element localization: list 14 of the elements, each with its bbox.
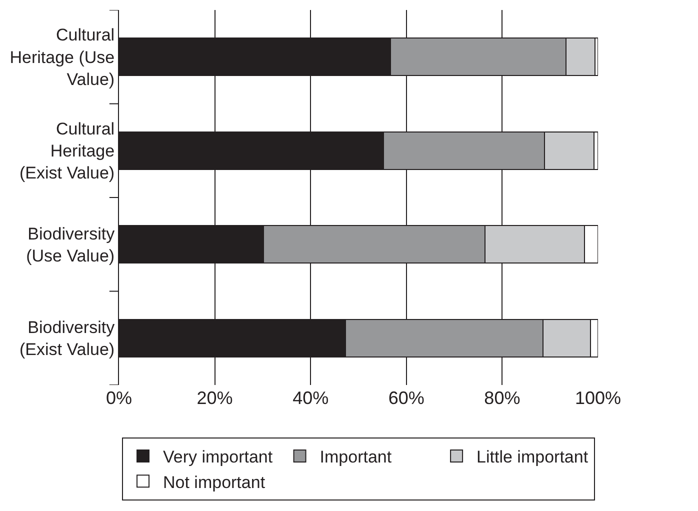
y-tick-label: Cultural Heritage (Use Value) xyxy=(10,26,115,89)
legend-label: Little important xyxy=(476,448,588,467)
x-tick-label: 60% xyxy=(388,388,424,408)
x-tick-label: 20% xyxy=(196,388,233,408)
x-tick-label: 100% xyxy=(574,388,622,408)
legend-label: Not important xyxy=(163,472,266,492)
legend-label: Important xyxy=(320,448,392,467)
y-tick-label: Cultural Heritage (Exist Value) xyxy=(19,119,115,183)
legend-label: Very important xyxy=(163,448,273,467)
y-tick-label: Biodiversity (Exist Value) xyxy=(19,318,116,360)
x-tick-label: 0% xyxy=(106,388,132,408)
x-tick-label: 80% xyxy=(484,388,520,408)
y-tick-label: Biodiversity (Use Value) xyxy=(26,224,116,266)
x-tick-label: 40% xyxy=(292,388,329,408)
